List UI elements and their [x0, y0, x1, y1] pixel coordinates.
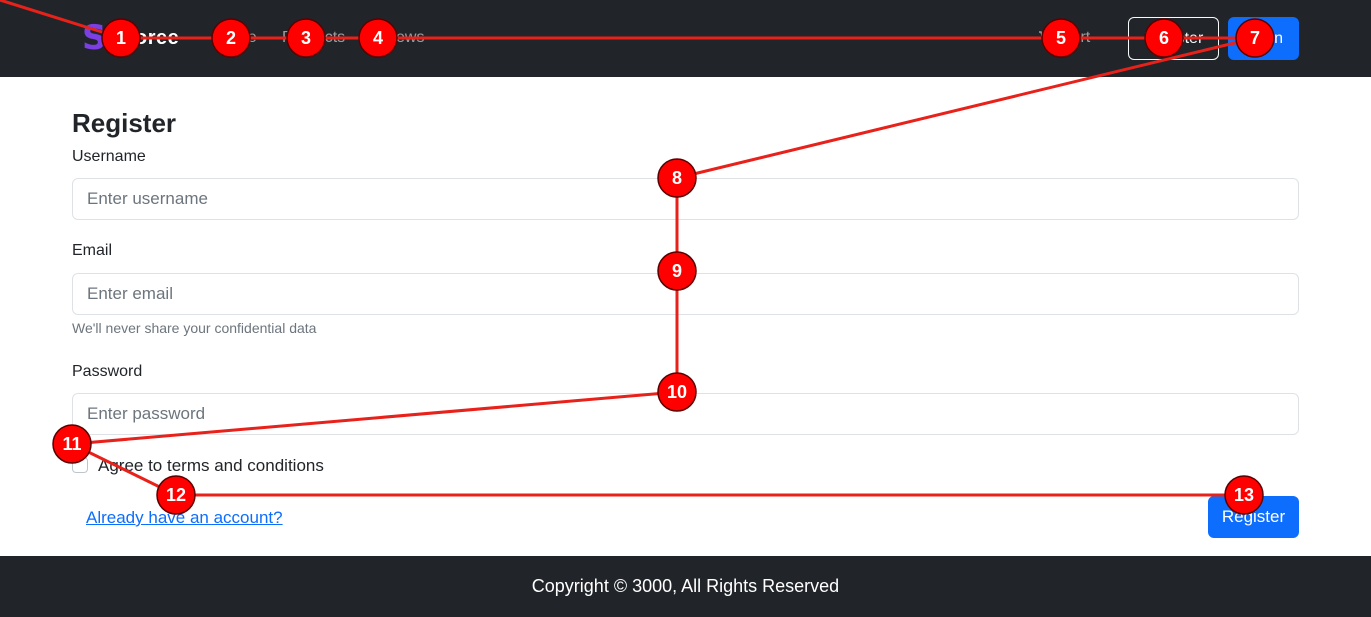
- agree-checkbox[interactable]: [72, 457, 88, 473]
- footer-copyright: Copyright © 3000, All Rights Reserved: [531, 576, 840, 596]
- register-submit-button[interactable]: Register: [1208, 496, 1299, 538]
- footer: Copyright © 3000, All Rights Reserved: [0, 556, 1371, 617]
- nav-login-button[interactable]: Login: [1228, 17, 1299, 60]
- email-label: Email: [72, 242, 113, 259]
- page-title: Register: [72, 108, 177, 138]
- nav-cart-link[interactable]: Cart: [1038, 29, 1090, 47]
- username-input[interactable]: [72, 178, 1299, 220]
- annotation-marker-label: 11: [62, 434, 81, 454]
- brand-logo-icon: S: [82, 20, 107, 56]
- password-label: Password: [72, 363, 143, 380]
- email-input[interactable]: [72, 273, 1299, 315]
- nav-cart-label: Cart: [1060, 29, 1091, 46]
- username-label: Username: [72, 148, 146, 165]
- password-input[interactable]: [72, 393, 1299, 435]
- nav-register-button[interactable]: Register: [1128, 17, 1219, 60]
- agree-label: Agree to terms and conditions: [98, 456, 324, 475]
- cart-icon: [1039, 31, 1054, 45]
- annotation-marker-label: 12: [166, 485, 186, 505]
- nav-link-home[interactable]: Home: [214, 29, 257, 46]
- nav-link-reviews[interactable]: Reviews: [364, 29, 425, 46]
- brand[interactable]: S Storee: [82, 20, 179, 56]
- login-link[interactable]: Already have an account?: [86, 508, 283, 527]
- navbar: S Storee Home Products Reviews Cart Regi…: [0, 0, 1371, 77]
- nav-link-products[interactable]: Products: [282, 29, 346, 46]
- email-help-text: We'll never share your confidential data: [72, 320, 317, 336]
- brand-text: Storee: [114, 26, 180, 49]
